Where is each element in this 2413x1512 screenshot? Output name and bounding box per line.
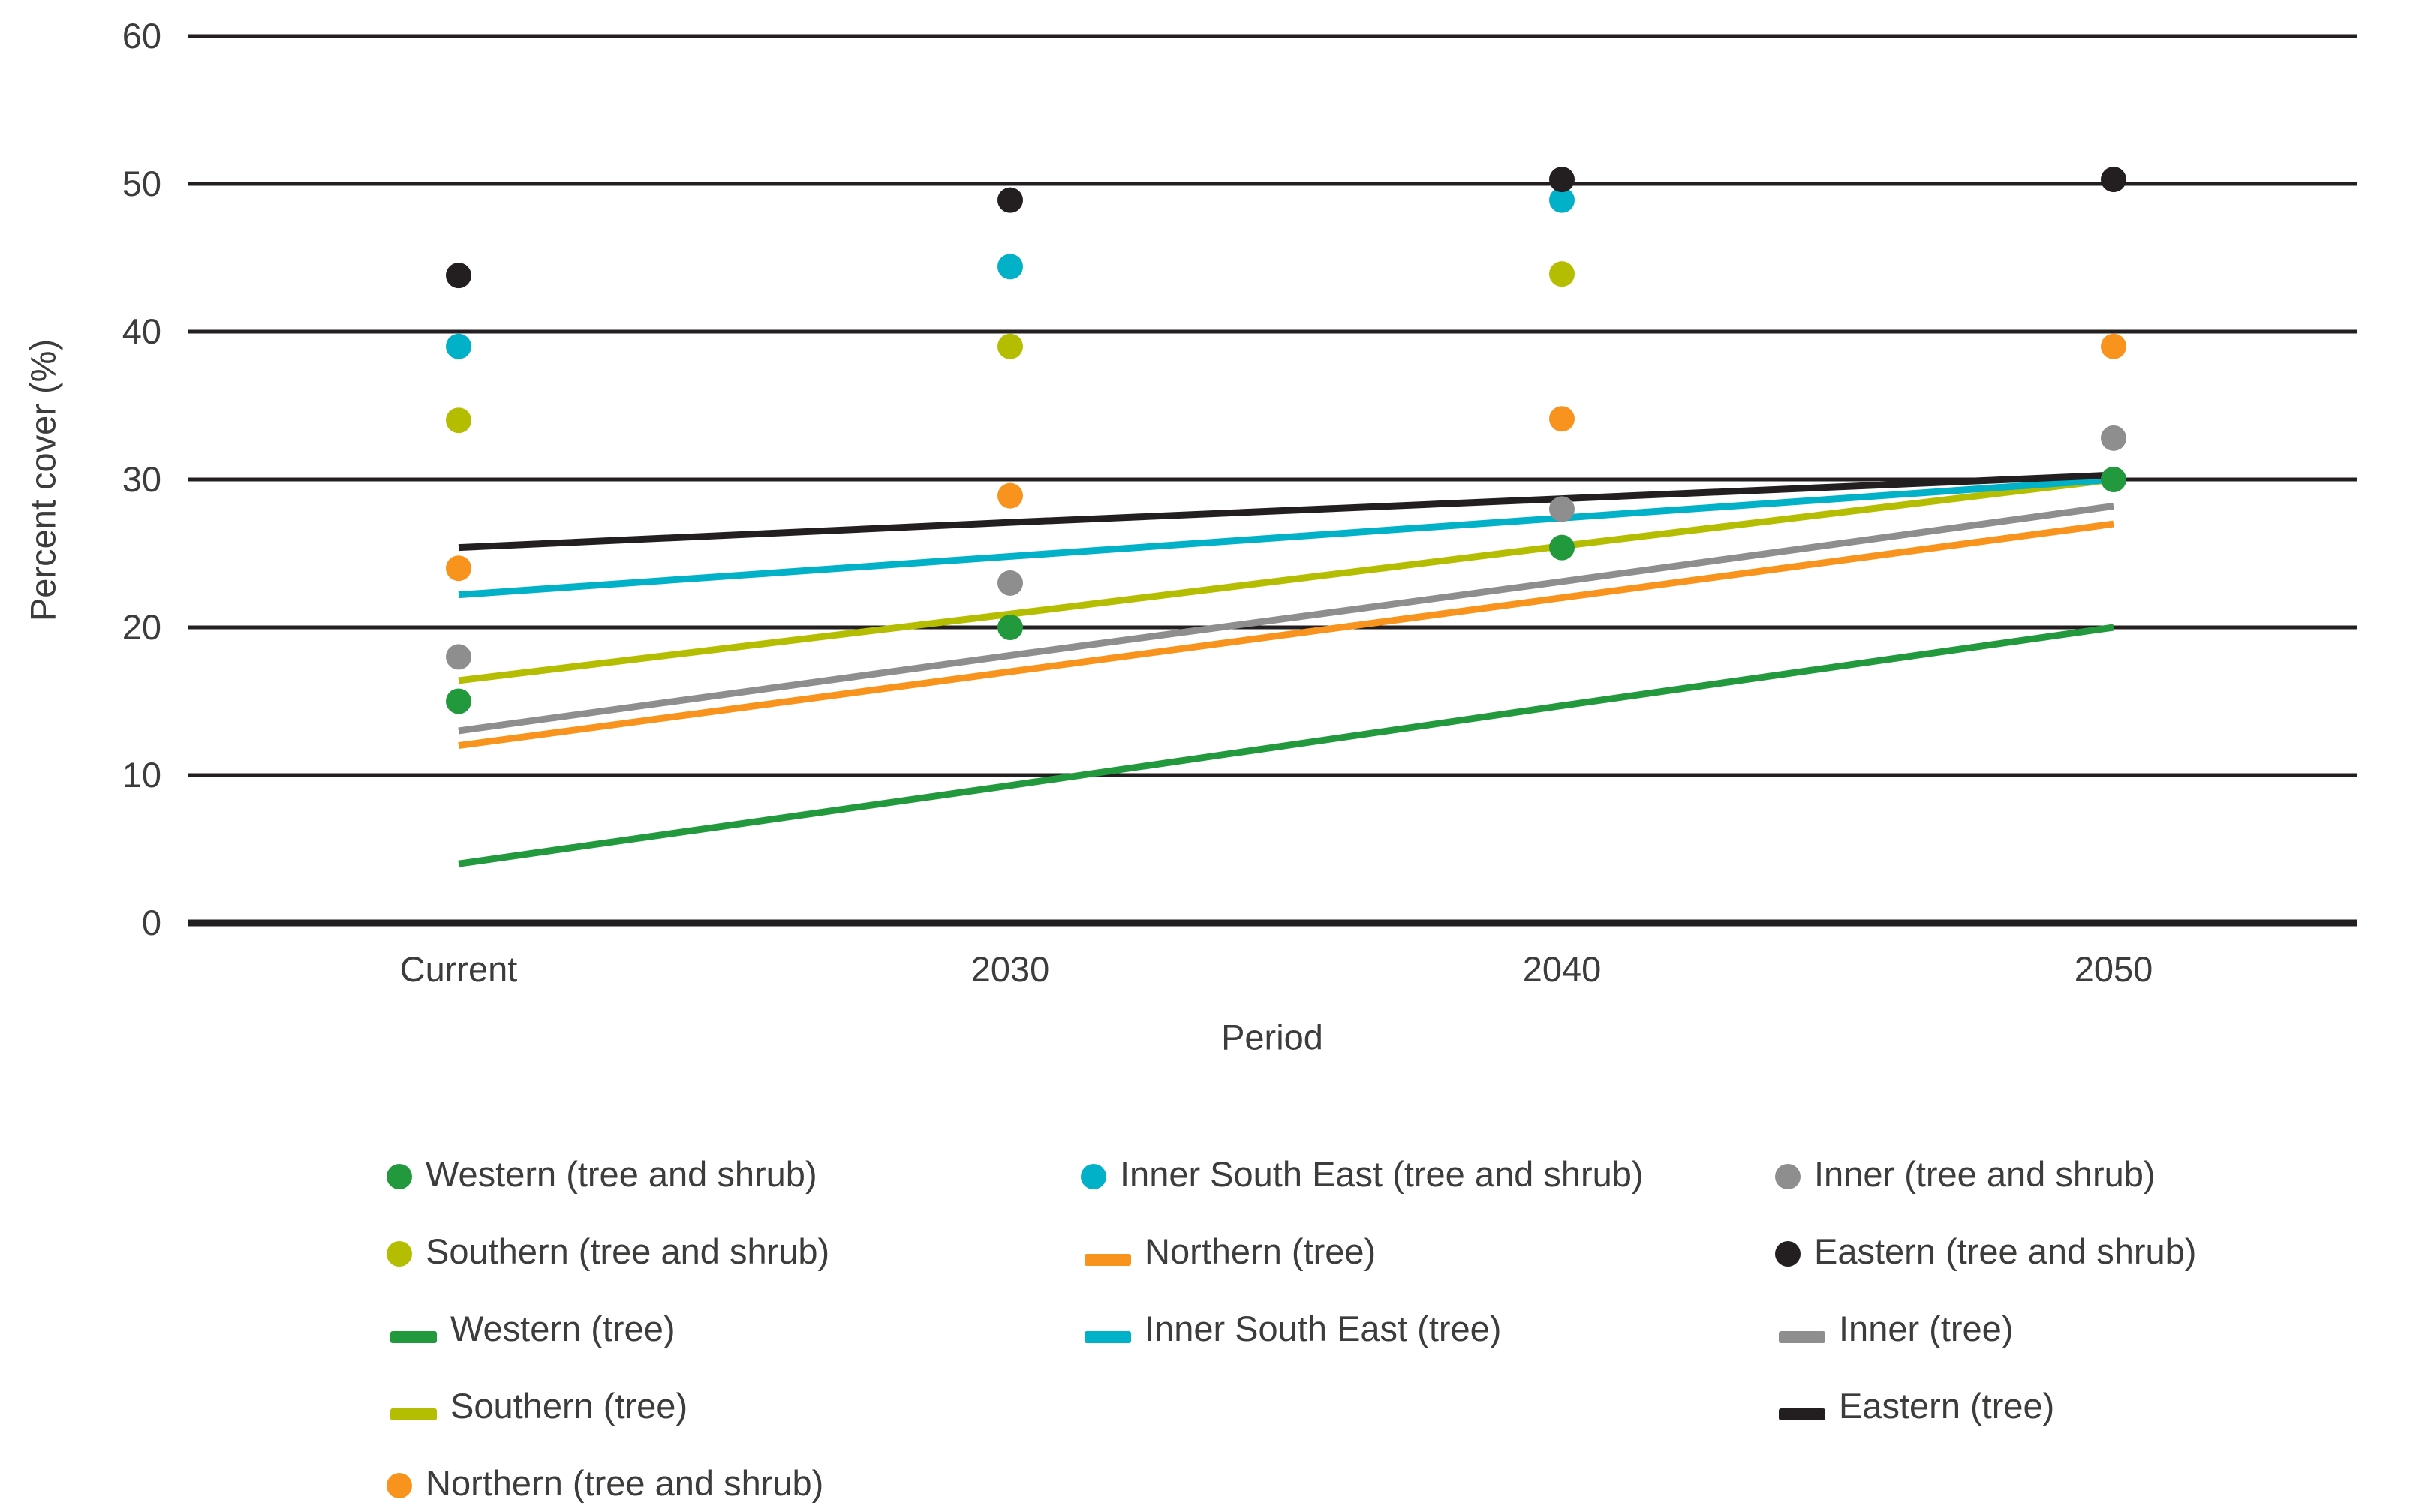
- legend-column-1: Western (tree and shrub) Southern (tree a…: [379, 1135, 829, 1512]
- trend-line-eastern-tree-: [458, 471, 2114, 552]
- x-axis-title: Period: [1221, 1017, 1323, 1057]
- legend-label: Western (tree): [450, 1309, 675, 1348]
- data-dot-inner-tree-and-shrub--current: [446, 644, 471, 670]
- legend-label: Eastern (tree): [1839, 1386, 2055, 1426]
- legend-column-2: Inner South East (tree and shrub) Norther…: [1073, 1135, 1644, 1367]
- legend-item-eastern-tree-and-shrub-: Eastern (tree and shrub): [1768, 1213, 2196, 1290]
- legend-label: Northern (tree): [1145, 1231, 1376, 1271]
- trend-line-inner-south-east-tree-: [458, 476, 2114, 599]
- y-tick-label-20: 20: [122, 607, 161, 647]
- data-dot-inner-south-east-tree-and-shrub--current: [446, 333, 471, 359]
- data-dot-southern-tree-and-shrub--2030: [997, 333, 1023, 359]
- legend-item-southern-tree-and-shrub-: Southern (tree and shrub): [379, 1213, 829, 1290]
- x-tick-label-current: Current: [400, 949, 518, 989]
- legend-label: Inner South East (tree): [1145, 1309, 1502, 1348]
- data-dot-eastern-tree-and-shrub--2040: [1549, 167, 1575, 193]
- legend-dot-marker-icon: [387, 1472, 412, 1498]
- data-dot-northern-tree-and-shrub--current: [446, 555, 471, 582]
- data-dot-western-tree-and-shrub--current: [446, 688, 471, 714]
- data-dot-western-tree-and-shrub--2050: [2101, 467, 2126, 492]
- data-dot-inner-tree-and-shrub--2050: [2101, 425, 2126, 451]
- legend-column-3: Inner (tree and shrub) Eastern (tree and …: [1768, 1135, 2196, 1444]
- legend-item-eastern-tree-: Eastern (tree): [1768, 1367, 2196, 1444]
- legend-line-marker-icon: [1085, 1330, 1131, 1343]
- legend-item-western-tree-: Western (tree): [379, 1290, 829, 1367]
- trend-line-inner-tree-: [458, 503, 2114, 735]
- legend-line-marker-icon: [1779, 1330, 1825, 1343]
- legend-label: Northern (tree and shrub): [426, 1463, 824, 1503]
- legend-dot-marker-icon: [1775, 1163, 1801, 1189]
- y-tick-label-60: 60: [122, 16, 161, 56]
- legend-label: Inner South East (tree and shrub): [1120, 1154, 1644, 1194]
- legend-item-inner-south-east-tree-: Inner South East (tree): [1073, 1290, 1644, 1367]
- data-dot-inner-south-east-tree-and-shrub--2040: [1549, 187, 1575, 213]
- data-dot-northern-tree-and-shrub--2050: [2101, 333, 2126, 359]
- legend-dot-marker-icon: [387, 1163, 412, 1189]
- data-dot-inner-tree-and-shrub--2030: [997, 570, 1023, 596]
- legend-line-marker-icon: [1779, 1408, 1825, 1420]
- legend-dot-marker-icon: [1775, 1240, 1801, 1267]
- legend-dot-marker-icon: [1081, 1163, 1106, 1189]
- legend-item-southern-tree-: Southern (tree): [379, 1367, 829, 1444]
- legend-item-inner-tree-and-shrub-: Inner (tree and shrub): [1768, 1135, 2196, 1213]
- data-dot-western-tree-and-shrub--2040: [1549, 534, 1575, 561]
- legend-item-inner-tree-: Inner (tree): [1768, 1290, 2196, 1367]
- y-tick-label-30: 30: [122, 459, 161, 499]
- y-tick-label-40: 40: [122, 311, 161, 351]
- legend-label: Inner (tree): [1839, 1309, 2014, 1348]
- legend-label: Southern (tree): [450, 1386, 688, 1426]
- y-tick-label-10: 10: [122, 755, 161, 795]
- x-tick-label-2040: 2040: [1523, 949, 1602, 989]
- legend-label: Southern (tree and shrub): [426, 1231, 830, 1271]
- x-tick-label-2050: 2050: [2075, 949, 2153, 989]
- data-dot-southern-tree-and-shrub--current: [446, 407, 471, 434]
- x-tick-label-2030: 2030: [971, 949, 1050, 989]
- legend-line-marker-icon: [390, 1408, 437, 1420]
- data-dot-eastern-tree-and-shrub--2050: [2101, 167, 2126, 193]
- y-tick-label-0: 0: [142, 903, 161, 942]
- legend-line-marker-icon: [390, 1330, 437, 1343]
- trend-line-northern-tree-: [458, 520, 2114, 750]
- legend-dot-marker-icon: [387, 1240, 412, 1267]
- data-dot-western-tree-and-shrub--2030: [997, 615, 1023, 640]
- legend-item-western-tree-and-shrub-: Western (tree and shrub): [379, 1135, 829, 1213]
- data-dot-southern-tree-and-shrub--2040: [1549, 261, 1575, 287]
- data-dot-northern-tree-and-shrub--2040: [1549, 406, 1575, 432]
- y-axis-title: Percent cover (%): [23, 338, 63, 622]
- legend-item-northern-tree-and-shrub-: Northern (tree and shrub): [379, 1444, 829, 1512]
- data-dot-inner-south-east-tree-and-shrub--2030: [997, 254, 1023, 280]
- legend-line-marker-icon: [1085, 1253, 1131, 1266]
- trend-line-southern-tree-: [458, 476, 2114, 684]
- legend-label: Eastern (tree and shrub): [1814, 1231, 2197, 1271]
- trend-line-western-tree-: [458, 624, 2114, 867]
- data-dot-inner-tree-and-shrub--2040: [1549, 496, 1575, 522]
- data-dot-eastern-tree-and-shrub--2030: [997, 187, 1023, 213]
- y-tick-label-50: 50: [122, 164, 161, 203]
- legend-label: Western (tree and shrub): [426, 1154, 817, 1194]
- legend-label: Inner (tree and shrub): [1814, 1154, 2156, 1194]
- data-dot-northern-tree-and-shrub--2030: [997, 482, 1023, 509]
- legend-item-inner-south-east-tree-and-shrub-: Inner South East (tree and shrub): [1073, 1135, 1644, 1213]
- legend-item-northern-tree-: Northern (tree): [1073, 1213, 1644, 1290]
- data-dot-eastern-tree-and-shrub--current: [446, 263, 471, 289]
